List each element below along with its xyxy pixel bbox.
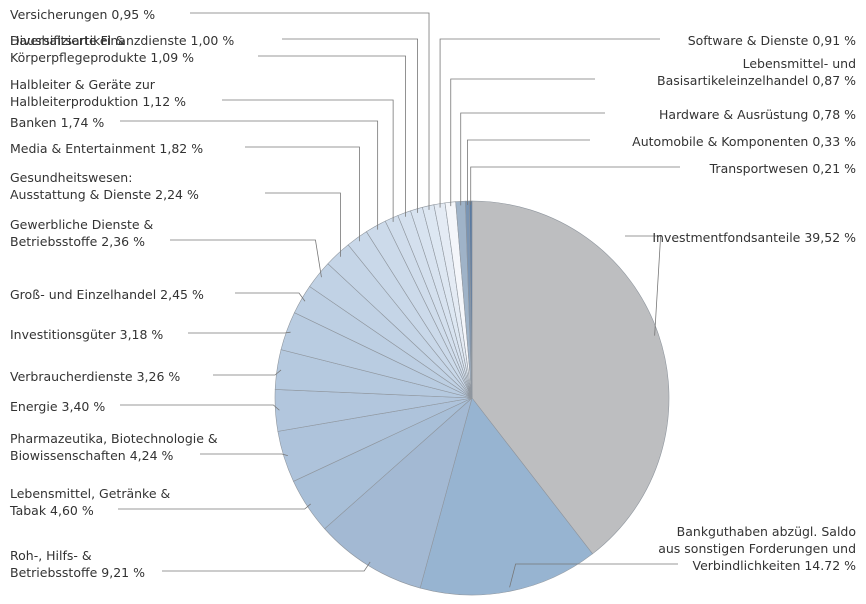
category-name: Diversifizierte Finanzdienste [10,33,187,48]
category-name: Gesundheitswesen: Ausstattung & Dienste [10,170,152,202]
value-label: 0,21 % [812,161,856,176]
category-name: Pharmazeutika, Biotechnologie & Biowisse… [10,431,218,463]
value-label: 0,33 % [812,134,856,149]
value-label: 1,00 % [190,33,235,48]
slice-label: Hardware & Ausrüstung 0,78 % [659,106,856,123]
leader-line [170,239,322,278]
slice-label: Groß- und Einzelhandel 2,45 % [10,286,204,303]
slice-label: Roh-, Hilfs- & Betriebsstoffe 9,21 % [10,547,145,581]
slice-label: Software & Dienste 0,91 % [688,32,856,49]
category-name: Banken [10,115,57,130]
category-name: Software & Dienste [687,33,809,48]
slice-label: Diversifizierte Finanzdienste 1,00 % [10,32,234,49]
category-name: Energie [10,399,58,414]
value-label: 0,95 % [111,7,156,22]
slice-label: Energie 3,40 % [10,398,105,415]
slice-label: Automobile & Komponenten 0,33 % [632,133,856,150]
category-name: Investitionsgüter [10,327,116,342]
leader-line [439,38,660,208]
slice-label: Investmentfondsanteile 39,52 % [652,229,856,246]
pie-slice [419,397,593,596]
leader-line [265,192,341,257]
value-label: 2,36 % [101,234,145,249]
value-label: 1,74 % [60,115,105,130]
value-label: 1,12 % [142,94,186,109]
leader-line [190,12,430,210]
value-label: 2,24 % [155,187,199,202]
leader-line [235,292,306,302]
slice-label: Versicherungen 0,95 % [10,6,155,23]
value-label: 1,09 % [150,50,195,65]
value-label: 0,78 % [812,107,856,122]
value-label: 1,82 % [159,141,204,156]
leader-line [118,503,311,510]
category-name: Haushaltsartikel & Körperpflegeprodukte [10,33,147,65]
category-name: Lebensmittel- und Basisartikeleinzelhand… [657,56,856,88]
slice-label: Pharmazeutika, Biotechnologie & Biowisse… [10,430,218,464]
value-label: 3,26 % [136,369,181,384]
leader-line [470,166,680,206]
category-name: Hardware & Ausrüstung [659,107,809,122]
leader-line [245,146,360,242]
slice-label: Lebensmittel, Getränke & Tabak 4,60 % [10,485,170,519]
pie-slice [471,200,670,555]
category-name: Versicherungen [10,7,108,22]
category-name: Lebensmittel, Getränke & Tabak [10,486,171,518]
slice-label: Gesundheitswesen: Ausstattung & Dienste … [10,169,199,203]
value-label: 39,52 % [804,230,856,245]
value-label: 4,24 % [129,448,174,463]
slice-label: Gewerbliche Dienste & Betriebsstoffe 2,3… [10,216,153,250]
leader-line [282,38,418,213]
leader-line [258,55,406,217]
category-name: Automobile & Komponenten [632,134,809,149]
slice-label: Investitionsgüter 3,18 % [10,326,163,343]
category-name: Transportwesen [709,161,809,176]
leader-line [120,404,280,411]
slice-label: Haushaltsartikel & Körperpflegeprodukte … [10,32,194,66]
value-label: 4,60 % [50,503,94,518]
value-label: 0,87 % [812,73,856,88]
value-label: 3,40 % [61,399,106,414]
leader-line [509,563,678,588]
value-label: 14.72 % [804,558,856,573]
leader-line [460,112,605,206]
slice-label: Media & Entertainment 1,82 % [10,140,203,157]
slice-label: Bankguthaben abzügl. Saldo aus sonstigen… [658,523,856,574]
leader-line [450,78,595,207]
category-name: Investmentfondsanteile [652,230,801,245]
slice-label: Transportwesen 0,21 % [710,160,856,177]
value-label: 0,91 % [812,33,856,48]
leader-line [625,235,662,336]
value-label: 2,45 % [160,287,204,302]
leader-line [120,120,379,230]
leader-line [213,369,282,376]
slice-label: Halbleiter & Geräte zur Halbleiterproduk… [10,76,186,110]
category-name: Groß- und Einzelhandel [10,287,157,302]
category-name: Gewerbliche Dienste & Betriebsstoffe [10,217,154,249]
slice-label: Lebensmittel- und Basisartikeleinzelhand… [657,55,856,89]
slice-label: Verbraucherdienste 3,26 % [10,368,180,385]
value-label: 3,18 % [119,327,164,342]
category-name: Media & Entertainment [10,141,156,156]
category-name: Halbleiter & Geräte zur Halbleiterproduk… [10,77,155,109]
leader-line [188,331,291,334]
leader-line [200,453,288,457]
value-label: 9,21 % [101,565,145,580]
category-name: Verbraucherdienste [10,369,133,384]
leader-line [162,561,371,572]
category-name: Roh-, Hilfs- & Betriebsstoffe [10,548,98,580]
category-name: Bankguthaben abzügl. Saldo aus sonstigen… [658,524,856,573]
slice-label: Banken 1,74 % [10,114,104,131]
leader-line [222,99,394,222]
leader-line [467,139,590,206]
